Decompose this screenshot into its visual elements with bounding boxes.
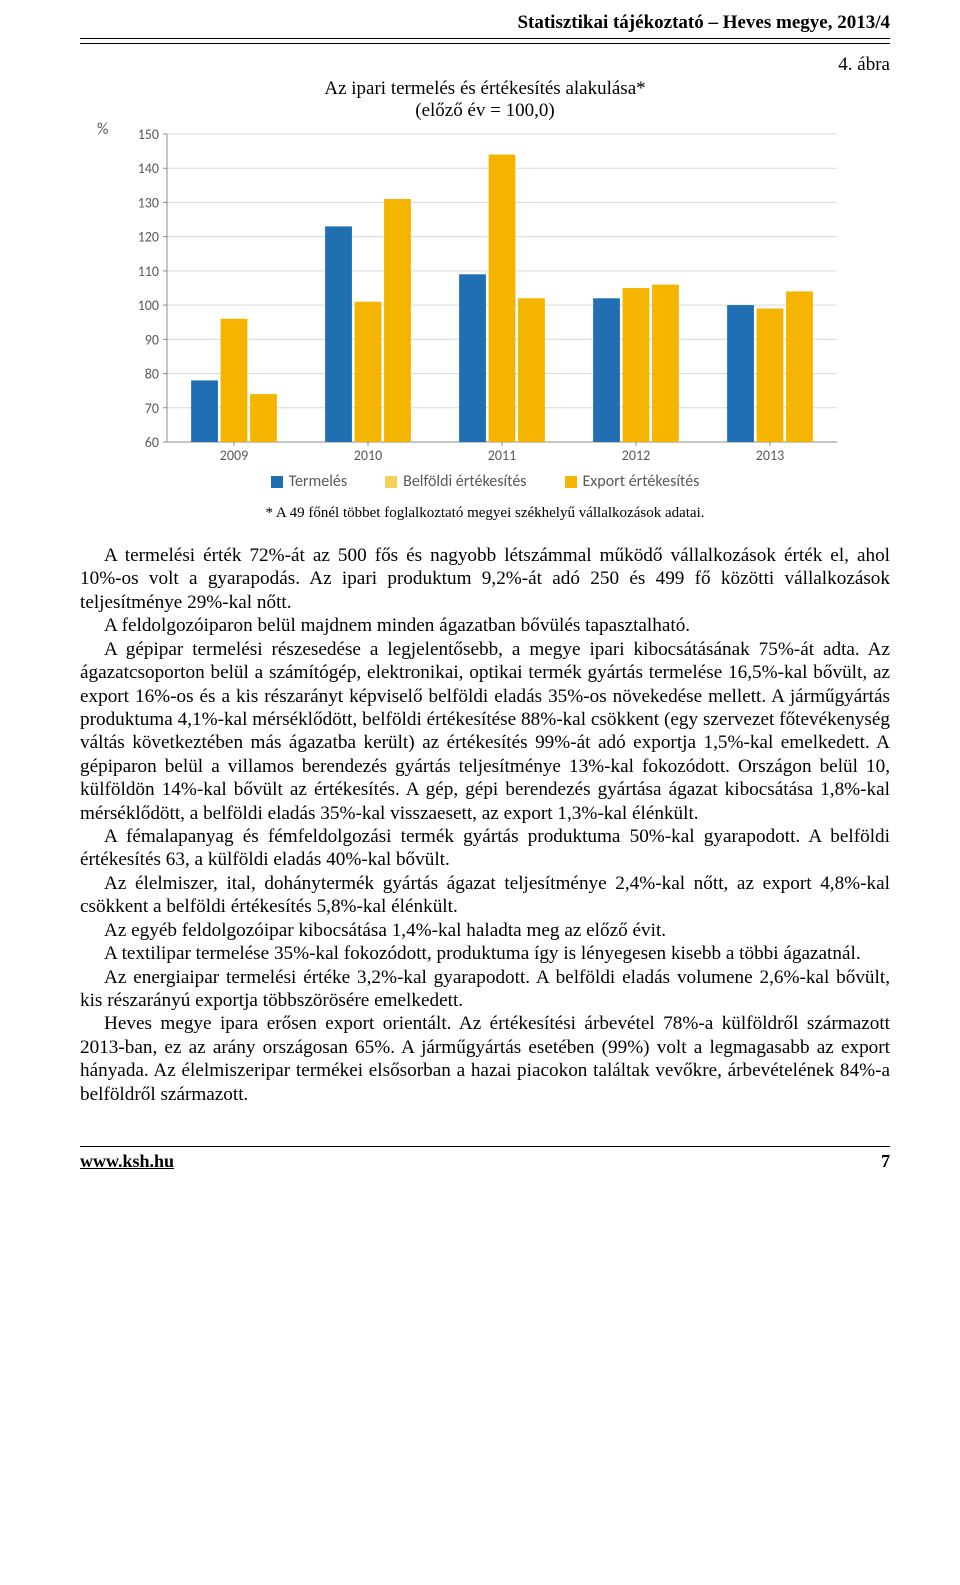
- body-paragraph: Heves megye ipara erősen export orientál…: [80, 1012, 890, 1106]
- body-paragraph: A termelési érték 72%-át az 500 fős és n…: [80, 544, 890, 614]
- svg-text:150: 150: [138, 126, 159, 143]
- legend-item: Belföldi értékesítés: [385, 472, 526, 491]
- svg-text:140: 140: [138, 160, 159, 177]
- body-text: A termelési érték 72%-át az 500 fős és n…: [80, 544, 890, 1106]
- legend-label: Export értékesítés: [583, 472, 700, 491]
- body-paragraph: Az energiaipar termelési értéke 3,2%-kal…: [80, 966, 890, 1013]
- chart-container: % 60708090100110120130140150200920102011…: [125, 126, 845, 466]
- body-paragraph: A feldolgozóiparon belül majdnem minden …: [80, 614, 890, 637]
- page-footer: www.ksh.hu 7: [80, 1146, 890, 1172]
- svg-text:2011: 2011: [488, 447, 516, 464]
- legend-swatch: [385, 476, 397, 488]
- legend-item: Termelés: [271, 472, 348, 491]
- svg-text:60: 60: [145, 434, 159, 451]
- figure-subtitle: (előző év = 100,0): [80, 100, 890, 122]
- svg-text:2010: 2010: [354, 447, 382, 464]
- svg-text:2012: 2012: [622, 447, 650, 464]
- body-paragraph: A textilipar termelése 35%-kal fokozódot…: [80, 942, 890, 965]
- page: Statisztikai tájékoztató – Heves megye, …: [0, 0, 960, 1202]
- running-head: Statisztikai tájékoztató – Heves megye, …: [80, 12, 890, 36]
- svg-text:100: 100: [138, 297, 159, 314]
- page-number: 7: [881, 1151, 890, 1172]
- legend-item: Export értékesítés: [565, 472, 700, 491]
- y-axis-unit: %: [97, 120, 108, 139]
- svg-text:130: 130: [138, 194, 159, 211]
- body-paragraph: Az élelmiszer, ital, dohánytermék gyártá…: [80, 872, 890, 919]
- body-paragraph: A gépipar termelési részesedése a legjel…: [80, 638, 890, 825]
- figure-title: Az ipari termelés és értékesítés alakulá…: [80, 78, 890, 100]
- svg-text:120: 120: [138, 229, 159, 246]
- figure-label: 4. ábra: [80, 54, 890, 76]
- svg-text:70: 70: [145, 400, 159, 417]
- body-paragraph: A fémalapanyag és fémfeldolgozási termék…: [80, 825, 890, 872]
- bar-chart: 60 70 80 90 100 110 120 130 140 150 2009 2010 2011 20…: [125, 126, 845, 466]
- figure-footnote: * A 49 főnél többet foglalkoztató megyei…: [80, 505, 890, 522]
- header-rule: [80, 38, 890, 44]
- legend-swatch: [565, 476, 577, 488]
- svg-text:2009: 2009: [220, 447, 248, 464]
- svg-text:80: 80: [145, 366, 159, 383]
- body-paragraph: Az egyéb feldolgozóipar kibocsátása 1,4%…: [80, 919, 890, 942]
- legend-label: Termelés: [289, 472, 348, 491]
- chart-legend: Termelés Belföldi értékesítés Export érték…: [80, 472, 890, 491]
- footer-link[interactable]: www.ksh.hu: [80, 1151, 174, 1172]
- svg-text:110: 110: [138, 263, 159, 280]
- svg-text:90: 90: [145, 331, 159, 348]
- legend-label: Belföldi értékesítés: [403, 472, 526, 491]
- legend-swatch: [271, 476, 283, 488]
- svg-text:2013: 2013: [756, 447, 784, 464]
